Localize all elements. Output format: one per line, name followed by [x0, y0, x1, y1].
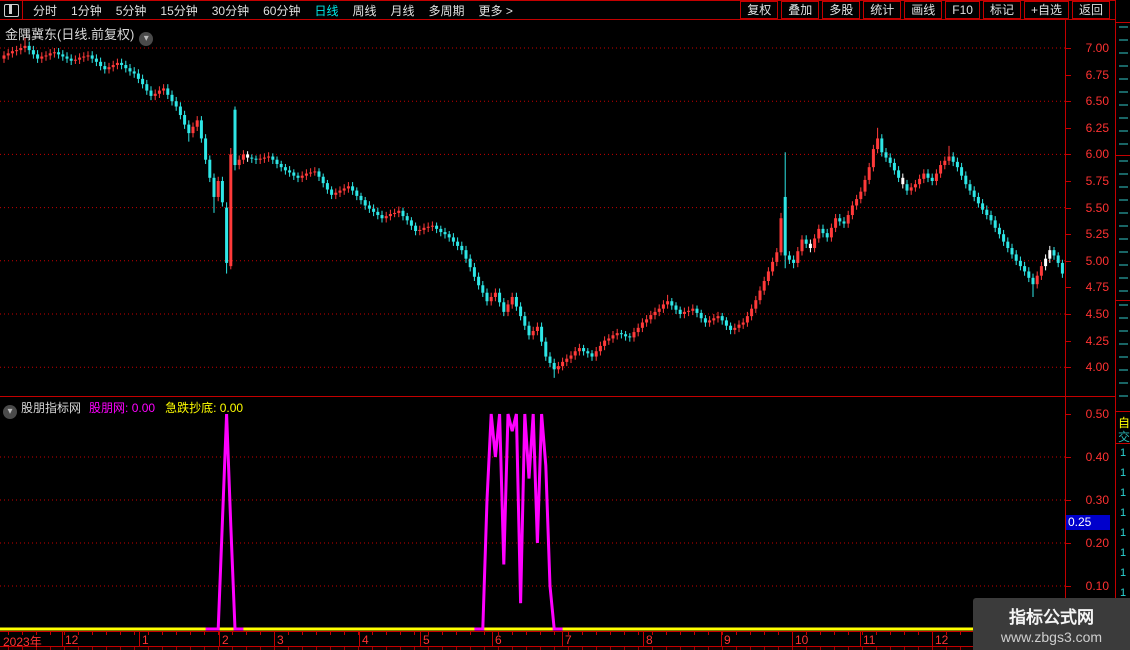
indicator-axis-label: 0.50: [1085, 407, 1109, 421]
toolbar-button-多股[interactable]: 多股: [822, 1, 861, 19]
price-axis-label: 5.75: [1085, 174, 1109, 188]
period-item-30分钟[interactable]: 30分钟: [211, 3, 250, 18]
price-axis-label: 4.00: [1085, 360, 1109, 375]
watermark-url: www.zbgs3.com: [1000, 629, 1103, 645]
period-item-60分钟[interactable]: 60分钟: [263, 3, 301, 18]
toolbar-button-F10[interactable]: F10: [945, 1, 980, 19]
period-item-日线[interactable]: 日线: [314, 3, 339, 18]
date-axis-month: 5: [423, 633, 430, 647]
sidebar-text-fragment: [1119, 304, 1128, 408]
period-item-5分钟[interactable]: 5分钟: [115, 3, 147, 18]
indicator-header: ▾ 股朋指标网 股朋网: 0.00 急跌抄底: 0.00: [3, 399, 243, 419]
sidebar-digit: 1: [1120, 547, 1127, 559]
indicator-axis: 0.50 0.40 0.30 0.20 0.10: [1066, 396, 1113, 631]
period-menu: 分时 1分钟 5分钟 15分钟 30分钟 60分钟 日线 周线 月线 多周期 更多 >: [23, 2, 740, 19]
sidebar-digit: 1: [1120, 467, 1127, 479]
series2-value: 0.00: [219, 401, 244, 415]
indicator-name: 股朋指标网: [21, 401, 82, 415]
toolbar-button-统计[interactable]: 统计: [863, 1, 902, 19]
price-axis: 7.00 6.75 6.50 6.25 6.00 5.75 5.50 5.25 5.00 4.75…: [1066, 20, 1113, 396]
chevron-down-icon[interactable]: ▾: [3, 405, 17, 419]
right-sidebar-strip[interactable]: 自 交 1 1 1 1 1 1 1 1: [1115, 0, 1130, 650]
indicator-panel-chart[interactable]: [0, 396, 1065, 631]
toolbar-button-+自选[interactable]: +自选: [1023, 1, 1069, 19]
price-axis-label: 5.50: [1085, 200, 1109, 215]
sidebar-digit: 1: [1120, 567, 1127, 579]
date-axis-month: 12: [935, 633, 949, 647]
sidebar-digit: 1: [1120, 507, 1127, 519]
toolbar-button-画线[interactable]: 画线: [904, 1, 943, 19]
watermark: 指标公式网 www.zbgs3.com: [973, 598, 1130, 650]
period-item-分时[interactable]: 分时: [33, 3, 58, 18]
period-item-周线[interactable]: 周线: [352, 3, 377, 18]
date-axis-month: 12: [65, 633, 79, 647]
sidebar-digit: 1: [1120, 487, 1127, 499]
price-axis-label: 4.75: [1085, 280, 1109, 295]
price-axis-label: 4.25: [1085, 333, 1109, 348]
date-axis-month: 11: [863, 633, 876, 647]
series1-label: 股朋网:: [89, 401, 129, 415]
date-axis-year: 2023年: [3, 635, 42, 649]
chart-title-text: 金隅冀东(日线.前复权): [5, 27, 135, 42]
watermark-title: 指标公式网: [1009, 608, 1094, 627]
toolbar-buttons: 复权 叠加 多股 统计 画线 F10 标记 +自选 返回: [740, 1, 1112, 19]
sidebar-digit: 1: [1120, 447, 1127, 459]
price-axis-label: 6.50: [1085, 94, 1109, 109]
series2-label: 急跌抄底:: [165, 401, 217, 415]
indicator-axis-label: 0.20: [1085, 536, 1109, 550]
sidebar-digit: 1: [1120, 587, 1127, 599]
axis-divider: [1065, 20, 1066, 631]
indicator-axis-label: 0.10: [1085, 579, 1109, 593]
price-axis-label: 5.25: [1085, 227, 1109, 242]
sidebar-tab[interactable]: 自: [1118, 416, 1130, 430]
chevron-down-icon[interactable]: ▾: [139, 32, 154, 46]
panel-divider: [0, 396, 1115, 397]
period-item-1分钟[interactable]: 1分钟: [71, 3, 102, 18]
toolbar-button-叠加[interactable]: 叠加: [781, 1, 820, 19]
period-item-更多 >[interactable]: 更多 >: [478, 3, 513, 18]
date-axis-month: 2: [222, 633, 229, 647]
next-panel-stub: [0, 647, 1130, 650]
indicator-axis-label: 0.40: [1085, 450, 1109, 464]
sidebar-text-fragment: [1119, 160, 1128, 296]
price-axis-label: 6.00: [1085, 147, 1109, 162]
price-axis-label: 4.50: [1085, 307, 1109, 321]
date-axis: 2023年 12 1 2 3 4 5 6 7 8 9 10 11 12: [0, 631, 1130, 649]
period-item-月线[interactable]: 月线: [390, 3, 415, 18]
sidebar-text-fragment: [1119, 26, 1128, 146]
sidebar-digit: 1: [1120, 527, 1127, 539]
toolbar-button-标记[interactable]: 标记: [982, 1, 1021, 19]
date-axis-month: 7: [565, 633, 572, 647]
date-axis-month: 8: [646, 633, 653, 647]
date-axis-month: 9: [724, 633, 731, 647]
price-axis-label: 6.25: [1085, 120, 1109, 135]
price-axis-label: 5.00: [1085, 253, 1109, 268]
toolbar-button-复权[interactable]: 复权: [740, 1, 779, 19]
layout-window-icon[interactable]: [0, 1, 23, 19]
main-candlestick-chart[interactable]: [0, 20, 1065, 396]
toolbar-button-返回[interactable]: 返回: [1071, 1, 1110, 19]
series1-value: 0.00: [131, 401, 156, 415]
top-toolbar: 分时 1分钟 5分钟 15分钟 30分钟 60分钟 日线 周线 月线 多周期 更多 > 复权 叠加 多股…: [0, 0, 1130, 20]
indicator-value-badge: 0.25: [1066, 514, 1110, 530]
price-axis-label: 7.00: [1085, 41, 1109, 55]
sidebar-tab[interactable]: 交: [1118, 430, 1130, 444]
price-axis-label: 6.75: [1085, 67, 1109, 82]
indicator-axis-label: 0.30: [1085, 493, 1109, 507]
period-item-多周期[interactable]: 多周期: [428, 3, 465, 18]
period-item-15分钟[interactable]: 15分钟: [160, 3, 198, 18]
date-axis-month: 3: [277, 633, 284, 647]
date-axis-month: 10: [795, 633, 809, 647]
chart-title: 金隅冀东(日线.前复权) ▾: [5, 24, 154, 46]
date-axis-month: 6: [495, 633, 502, 647]
date-axis-month: 4: [362, 633, 369, 647]
date-axis-month: 1: [142, 633, 149, 647]
